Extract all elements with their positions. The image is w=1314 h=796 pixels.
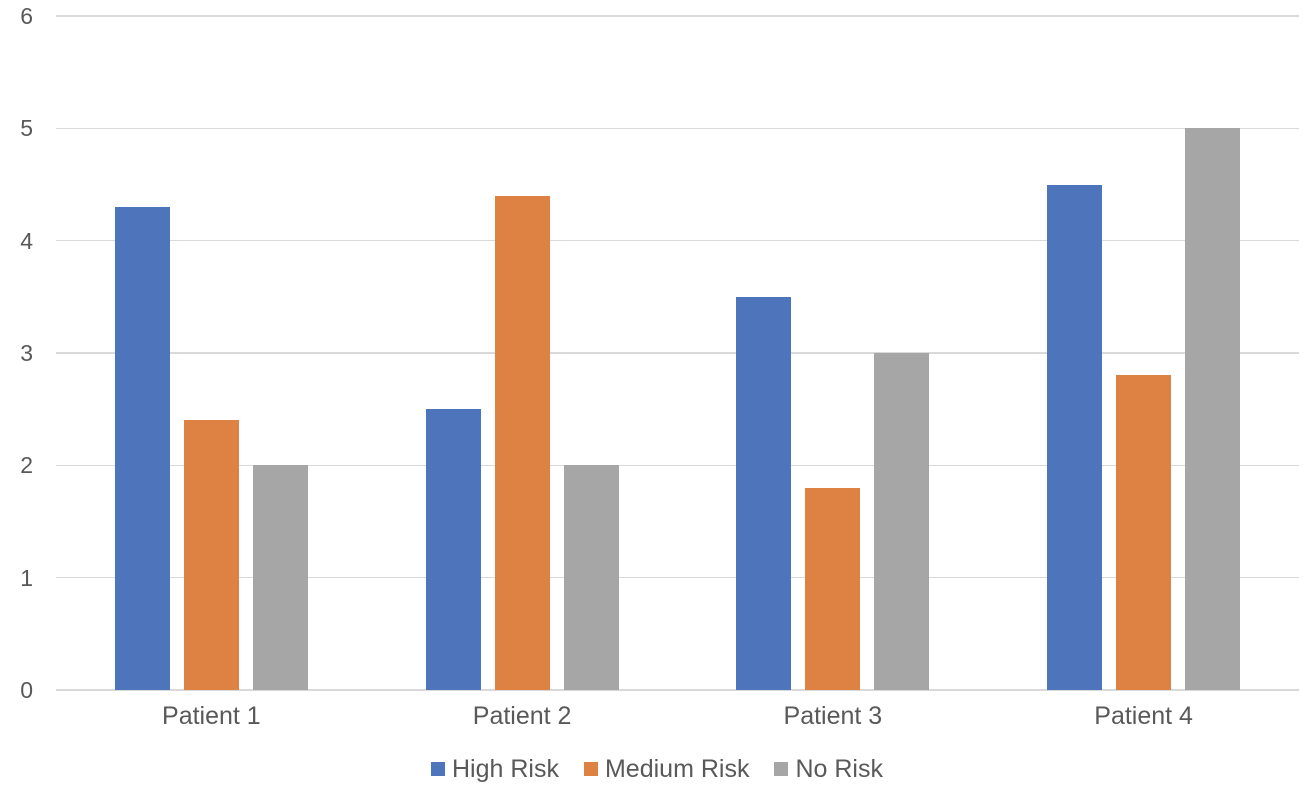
legend: High Risk Medium Risk No Risk [0, 752, 1314, 786]
bar-high-risk-patient-2 [425, 409, 481, 690]
y-axis-tick-label: 0 [20, 677, 33, 703]
gridline-y-1 [56, 576, 1299, 579]
gridline-y-0 [56, 689, 1299, 691]
legend-label: No Risk [795, 755, 883, 783]
y-axis-tick-label: 5 [20, 115, 33, 142]
bar-medium-risk-patient-2 [494, 195, 550, 690]
legend-swatch-icon [431, 762, 445, 776]
bar-high-risk-patient-4 [1047, 184, 1103, 690]
bar-no-risk-patient-1 [252, 465, 308, 690]
x-axis-category-label: Patient 3 [783, 702, 883, 730]
gridline-y-4 [56, 239, 1299, 242]
bar-medium-risk-patient-4 [1116, 375, 1172, 690]
legend-swatch-icon [774, 762, 789, 776]
y-axis-tick-label: 1 [20, 564, 33, 591]
bar-medium-risk-patient-3 [805, 487, 861, 690]
legend-item-high-risk: High Risk [431, 754, 559, 784]
bar-no-risk-patient-2 [563, 465, 619, 690]
bar-medium-risk-patient-1 [183, 420, 239, 690]
legend-swatch-icon [583, 762, 598, 776]
gridline-y-3 [56, 352, 1299, 354]
gridline-y-2 [56, 464, 1299, 467]
gridline-y-5 [56, 127, 1299, 130]
bar-no-risk-patient-3 [874, 353, 930, 690]
bar-high-risk-patient-1 [114, 206, 170, 690]
y-axis-tick-label: 3 [20, 340, 33, 366]
legend-label: High Risk [452, 755, 559, 783]
legend-item-medium-risk: Medium Risk [583, 754, 750, 784]
y-axis-tick-label: 6 [20, 3, 33, 29]
x-axis-category-label: Patient 4 [1094, 702, 1193, 730]
legend-item-no-risk: No Risk [774, 754, 883, 784]
x-axis-category-label: Patient 2 [472, 702, 572, 730]
legend-label: Medium Risk [604, 755, 750, 783]
bar-high-risk-patient-3 [736, 296, 792, 690]
y-axis-tick-label: 2 [20, 452, 33, 479]
gridline-y-6 [56, 15, 1299, 17]
x-axis-category-label: Patient 1 [162, 702, 261, 730]
bar-no-risk-patient-4 [1185, 128, 1241, 690]
y-axis-tick-label: 4 [20, 227, 33, 254]
